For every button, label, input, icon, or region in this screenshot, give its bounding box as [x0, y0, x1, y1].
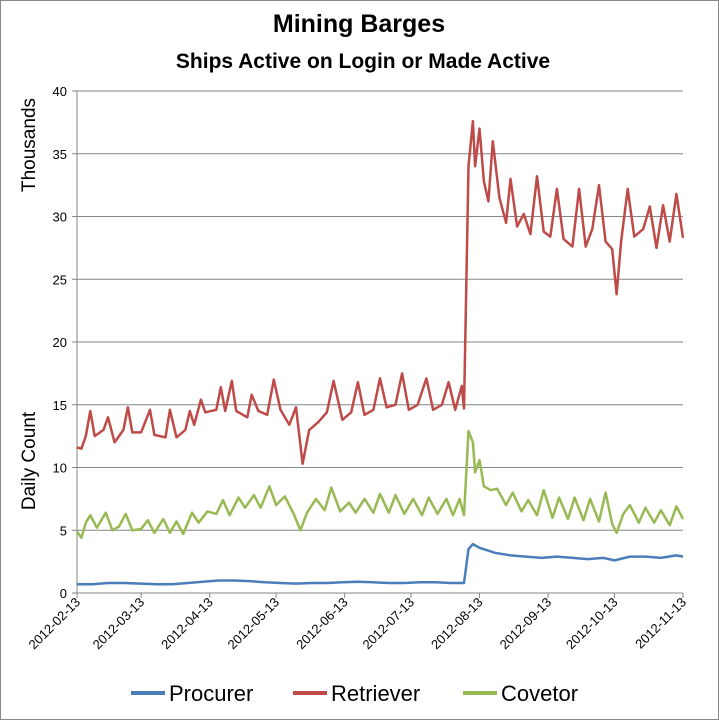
y-tick-label: 0 [60, 586, 67, 601]
x-tick-label: 2012-03-13 [90, 595, 148, 653]
legend: Procurer Retriever Covetor [131, 681, 578, 706]
grid-lines [77, 90, 683, 531]
chart-subtitle: Ships Active on Login or Made Active [176, 50, 550, 73]
x-tick-label: 2012-02-13 [25, 595, 83, 653]
x-tick-label: 2012-06-13 [293, 595, 351, 653]
chart-title: Mining Barges [273, 10, 445, 38]
x-tick-label: 2012-09-13 [497, 595, 555, 653]
legend-label-procurer: Procurer [169, 681, 253, 706]
y-tick-label: 5 [60, 523, 67, 538]
y-tick-label: 35 [53, 147, 67, 162]
y-tick-label: 25 [53, 272, 67, 287]
y-tick-label: 30 [53, 210, 67, 225]
series-line-covetor [75, 429, 685, 540]
series-lines [75, 119, 685, 586]
x-tick-label: 2012-08-13 [428, 595, 486, 653]
y-tick-label: 10 [53, 461, 67, 476]
legend-label-covetor: Covetor [501, 681, 578, 706]
series-line-retriever [76, 119, 685, 465]
y-axis-label-lower: Daily Count [19, 411, 40, 510]
y-tick-label: 40 [53, 84, 67, 99]
x-tick-label: 2012-07-13 [359, 595, 417, 653]
x-tick-label: 2012-10-13 [563, 595, 621, 653]
legend-label-retriever: Retriever [331, 681, 420, 706]
y-axis-label-upper: Thousands [19, 98, 40, 192]
axes [72, 90, 684, 598]
y-tick-label: 20 [53, 335, 67, 350]
x-tick-label: 2012-05-13 [225, 595, 283, 653]
series-line-procurer [77, 542, 684, 586]
y-tick-label: 15 [53, 398, 67, 413]
x-tick-label: 2012-11-13 [632, 595, 689, 652]
x-tick-label: 2012-04-13 [158, 595, 216, 653]
